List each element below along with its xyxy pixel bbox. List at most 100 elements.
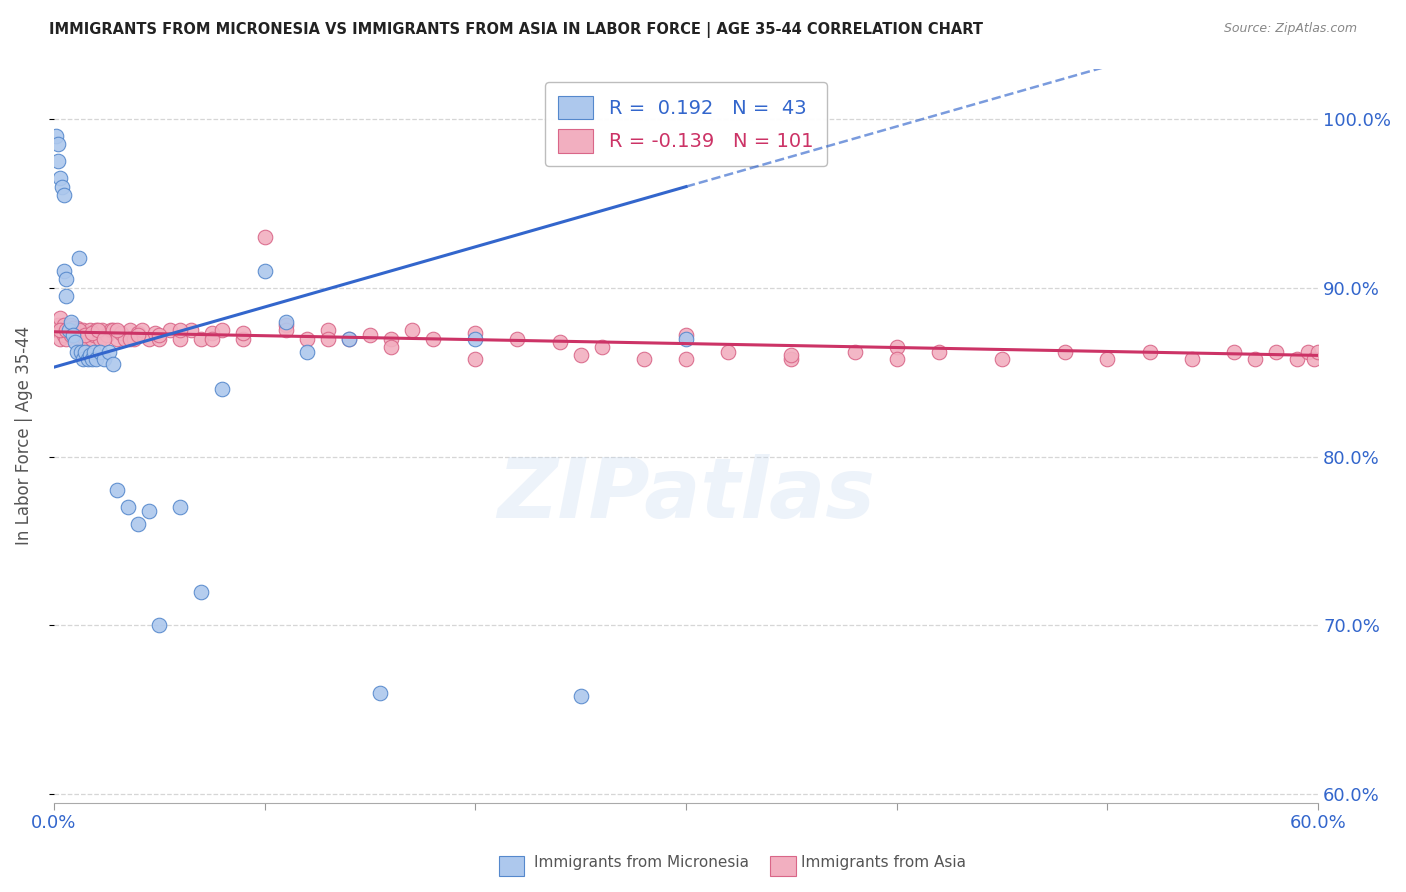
Point [84,351,107,366]
Point [96,328,118,343]
Point [295,332,318,346]
Point [127,517,149,532]
Point [180,323,202,337]
Point [55,332,77,346]
Point [70,345,93,359]
Point [66,321,89,335]
Point [72,351,94,366]
Point [46,318,69,332]
Point [55,289,77,303]
Point [101,357,124,371]
Point [169,323,191,337]
Point [780,351,803,366]
Point [66,345,89,359]
Point [117,500,139,515]
Text: Immigrants from Micronesia: Immigrants from Micronesia [534,855,749,870]
Text: Immigrants from Asia: Immigrants from Asia [801,855,966,870]
Point [51,179,73,194]
Point [105,483,128,498]
Point [295,345,318,359]
Point [46,154,69,169]
Point [45,128,67,143]
Point [274,323,297,337]
Point [464,351,486,366]
Text: ZIPatlas: ZIPatlas [498,454,875,535]
Point [93,332,115,346]
Point [1139,345,1161,359]
Point [253,230,276,244]
Point [159,323,181,337]
Point [80,326,103,341]
Point [1296,345,1319,359]
Point [274,315,297,329]
Text: IMMIGRANTS FROM MICRONESIA VS IMMIGRANTS FROM ASIA IN LABOR FORCE | AGE 35-44 CO: IMMIGRANTS FROM MICRONESIA VS IMMIGRANTS… [49,22,983,38]
Point [190,332,212,346]
Point [232,326,254,341]
Point [105,332,128,346]
Point [211,323,233,337]
Point [886,351,908,366]
Point [1223,345,1246,359]
Point [886,340,908,354]
Point [51,323,73,337]
Point [591,340,613,354]
Point [548,334,571,349]
Point [127,328,149,343]
Point [72,323,94,337]
Point [131,323,153,337]
Point [89,345,111,359]
Point [79,348,101,362]
Point [633,351,655,366]
Point [62,321,84,335]
Point [122,332,145,346]
Point [675,332,697,346]
Point [675,328,697,343]
Point [675,351,697,366]
Point [97,345,120,359]
Point [316,323,339,337]
Point [45,323,67,337]
Point [991,351,1014,366]
Point [79,323,101,337]
Point [1181,351,1204,366]
Point [1308,345,1330,359]
Point [76,326,98,341]
Point [1054,345,1077,359]
Text: Source: ZipAtlas.com: Source: ZipAtlas.com [1223,22,1357,36]
Point [87,323,110,337]
Point [58,323,80,337]
Point [46,137,69,152]
Point [55,323,77,337]
Point [91,323,114,337]
Point [105,323,128,337]
Point [380,332,402,346]
Point [55,272,77,286]
Point [67,323,90,337]
Point [232,332,254,346]
Point [1097,351,1119,366]
Point [59,318,82,332]
Point [118,332,141,346]
Point [1286,351,1309,366]
Point [59,328,82,343]
Point [127,326,149,341]
Point [201,332,224,346]
Point [75,328,97,343]
Point [80,351,103,366]
Point [70,326,93,341]
Point [359,328,381,343]
Point [59,315,82,329]
Point [49,332,72,346]
Point [62,328,84,343]
Point [169,332,191,346]
Point [63,328,86,343]
Point [844,345,866,359]
Point [93,351,115,366]
Point [49,171,72,186]
Point [83,328,105,343]
Point [380,340,402,354]
Point [337,332,360,346]
Point [370,686,392,700]
Point [148,332,170,346]
Point [928,345,950,359]
